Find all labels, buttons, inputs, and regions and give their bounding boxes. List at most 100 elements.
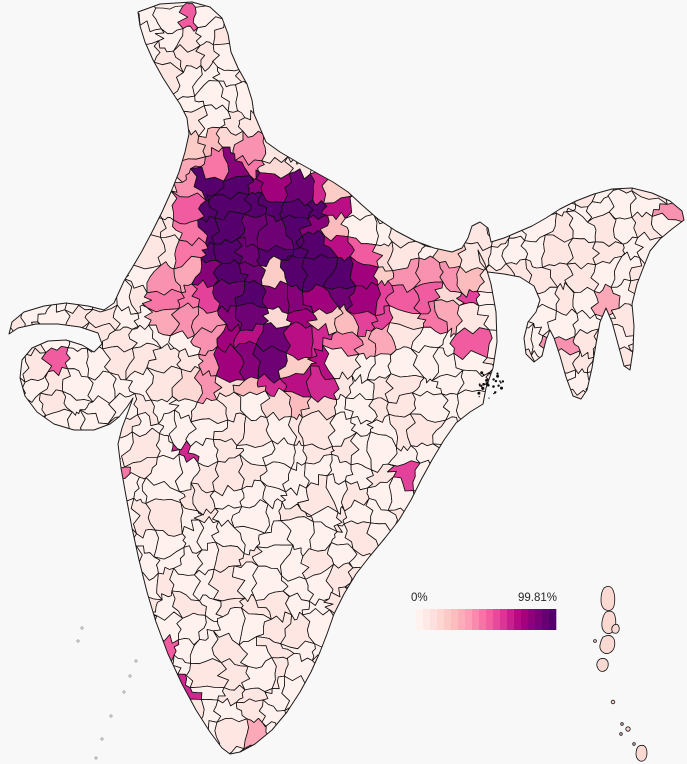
color-legend: 0% 99.81% xyxy=(411,592,557,630)
legend-step xyxy=(507,609,515,630)
district xyxy=(352,696,379,736)
district xyxy=(9,475,24,508)
district xyxy=(539,454,581,496)
district xyxy=(122,88,162,112)
island-dot xyxy=(619,732,623,736)
district xyxy=(674,751,684,754)
islet-speck xyxy=(482,388,484,390)
district xyxy=(591,107,622,143)
district xyxy=(368,176,399,205)
district xyxy=(63,574,95,596)
district xyxy=(388,125,417,156)
district xyxy=(388,38,424,75)
district xyxy=(503,652,525,688)
district xyxy=(35,671,73,708)
district xyxy=(414,676,444,713)
district xyxy=(86,133,114,149)
district xyxy=(655,410,684,445)
district xyxy=(388,2,425,26)
legend-step xyxy=(444,609,452,630)
district xyxy=(143,155,183,185)
district xyxy=(90,260,106,296)
islet-speck xyxy=(487,374,489,376)
district xyxy=(367,2,405,27)
district xyxy=(322,726,360,754)
district xyxy=(610,127,641,156)
island-dot xyxy=(100,737,104,741)
district xyxy=(595,2,625,29)
island-dot xyxy=(94,756,98,760)
district xyxy=(661,276,682,317)
district xyxy=(629,457,670,494)
district xyxy=(419,549,453,578)
district xyxy=(635,631,672,663)
district xyxy=(656,13,680,47)
district xyxy=(109,169,134,197)
district xyxy=(416,521,449,558)
district xyxy=(679,498,684,530)
district xyxy=(631,2,663,28)
legend-step xyxy=(451,609,459,630)
district xyxy=(677,309,684,337)
district xyxy=(631,61,666,92)
district xyxy=(463,699,479,733)
island-dot xyxy=(109,714,113,718)
district xyxy=(9,673,28,712)
district xyxy=(39,43,74,75)
district xyxy=(571,591,601,621)
island-dot xyxy=(128,674,132,678)
district xyxy=(9,46,22,74)
district xyxy=(59,146,95,182)
islet-speck xyxy=(493,391,497,394)
district xyxy=(85,550,116,580)
district xyxy=(9,128,31,162)
district xyxy=(500,499,530,538)
district xyxy=(62,130,95,161)
district xyxy=(146,746,184,754)
district xyxy=(310,739,340,754)
district xyxy=(40,715,72,751)
district xyxy=(541,135,575,160)
district xyxy=(351,154,383,184)
district xyxy=(541,169,578,205)
islet-speck xyxy=(482,373,485,376)
district xyxy=(611,543,636,573)
islet-speck xyxy=(496,372,499,375)
district xyxy=(368,608,404,641)
district xyxy=(307,37,332,74)
district xyxy=(612,651,647,689)
district xyxy=(594,14,620,46)
district xyxy=(679,522,684,561)
district xyxy=(9,415,21,446)
district xyxy=(524,147,561,178)
district xyxy=(483,63,516,97)
district xyxy=(412,44,446,74)
district xyxy=(345,89,383,117)
legend-step xyxy=(416,609,424,630)
district xyxy=(9,435,23,467)
district xyxy=(234,2,269,32)
district xyxy=(614,147,644,177)
district xyxy=(520,673,560,703)
district xyxy=(21,266,48,293)
district xyxy=(637,144,668,180)
district xyxy=(323,104,358,131)
district xyxy=(83,633,112,667)
district xyxy=(524,59,551,92)
district xyxy=(41,212,71,248)
district xyxy=(9,237,31,272)
district xyxy=(256,77,297,113)
district xyxy=(305,103,337,135)
district xyxy=(59,591,94,616)
district xyxy=(84,79,109,115)
islet-speck xyxy=(497,384,500,387)
islet-speck xyxy=(477,391,481,395)
district xyxy=(592,699,622,724)
islet-speck xyxy=(501,380,505,383)
district xyxy=(409,100,446,139)
district xyxy=(415,17,445,52)
district xyxy=(454,549,487,581)
india-outline xyxy=(8,1,685,755)
